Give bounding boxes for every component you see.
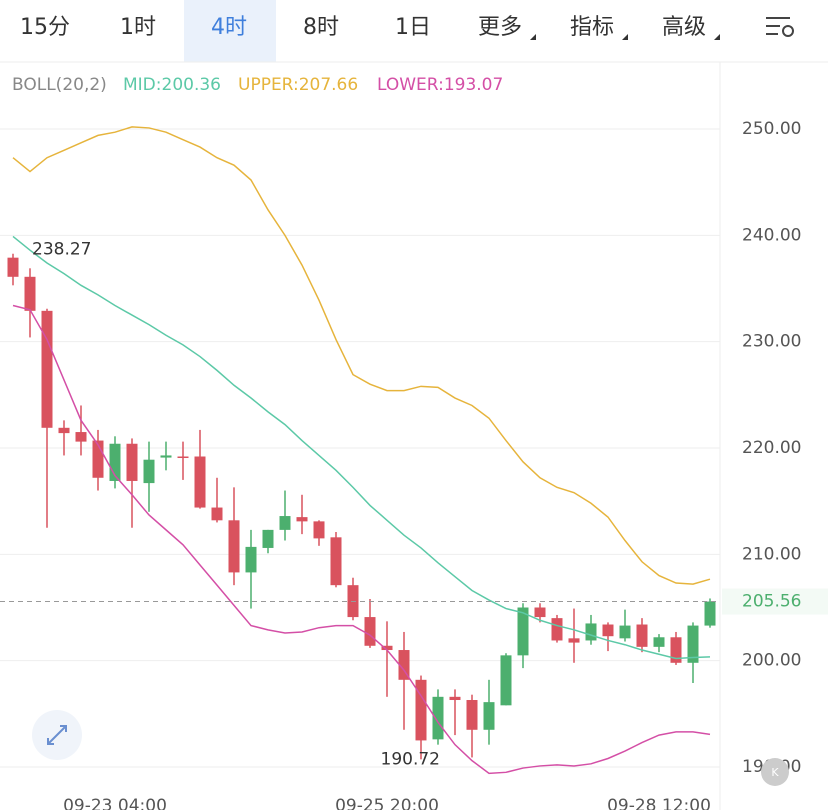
candle-body [313,521,325,539]
boll-line [12,304,711,775]
y-tick-label: 240.00 [742,225,801,245]
y-tick-label: 200.00 [742,651,801,671]
svg-text:K: K [771,766,779,779]
tab[interactable]: 1时 [120,15,156,40]
dropdown-caret [530,34,536,40]
candle-body [704,601,716,626]
candle-body [262,529,274,548]
candle-body [75,432,87,442]
tab[interactable]: 更多 [478,15,522,40]
tab[interactable]: 4时 [211,15,247,40]
candle-body [7,257,19,277]
candle-body [653,637,665,647]
logo: K [761,758,789,786]
x-tick-label: 09-25 20:00 [335,796,439,810]
candle-body [551,618,563,641]
candle-body [381,645,393,651]
boll-line [12,126,711,585]
candle-body [687,625,699,663]
indicator-label: LOWER:193.07 [377,75,503,95]
candle-body [415,679,427,741]
plot: 190.00200.00210.00220.00230.00240.00250.… [0,119,828,810]
indicator-label: MID:200.36 [123,75,221,95]
active-tab-bg [184,0,276,62]
candle-body [245,546,257,573]
candle-body [619,625,631,639]
tab-bar[interactable]: 15分 1时 4时 8时 1日 更多 指标 高级 [20,15,720,40]
candle-body [517,607,529,656]
y-tick-label: 210.00 [742,544,801,564]
candle-body [483,702,495,730]
candle-body [160,455,172,458]
indicator-header: BOLL(20,2) MID:200.36 UPPER:207.66 LOWER:19… [12,75,503,95]
last-price-bg [722,588,828,615]
candle-body [177,456,189,459]
tab[interactable]: 15分 [20,15,70,40]
candle-body [24,276,36,311]
candle-body [432,696,444,740]
candle-body [194,456,206,508]
candle-body [636,624,648,647]
candle-body [92,440,104,478]
candle-body [585,623,597,641]
last-price-label: 205.56 [742,592,801,612]
y-tick-label: 230.00 [742,332,801,352]
x-tick-label: 09-28 12:00 [607,796,711,810]
expand-button[interactable] [32,710,82,760]
candle-body [109,443,121,481]
y-tick-label: 220.00 [742,438,801,458]
low-label: 190.72 [381,749,440,769]
candle-body [143,459,155,484]
dropdown-caret [714,34,720,40]
y-tick-label: 250.00 [742,119,801,139]
indicator-label: BOLL(20,2) [12,75,107,95]
candle-body [364,617,376,646]
x-tick-label: 09-23 04:00 [63,796,167,810]
tab[interactable]: 高级 [662,15,706,40]
candle-body [466,700,478,730]
tab[interactable]: 指标 [570,15,614,40]
tab[interactable]: 8时 [303,15,339,40]
candle-body [126,443,138,481]
candle-body [602,624,614,637]
candle-body [398,650,410,680]
candle-body [228,520,240,573]
dropdown-caret [622,34,628,40]
indicator-label: UPPER:207.66 [238,75,358,95]
high-label: 238.27 [32,240,91,260]
tab[interactable]: 1日 [395,15,431,40]
boll-line [12,235,711,660]
candle-body [500,655,512,706]
candle-body [534,607,546,618]
candle-body [279,516,291,530]
candle-body [211,507,223,521]
candle-body [41,310,53,428]
candle-body [568,638,580,643]
candle-body [330,537,342,586]
candle-body [58,427,70,434]
candle-body [670,637,682,663]
candle-body [449,696,461,701]
settings-icon[interactable] [766,17,794,37]
candle-body [296,517,308,522]
